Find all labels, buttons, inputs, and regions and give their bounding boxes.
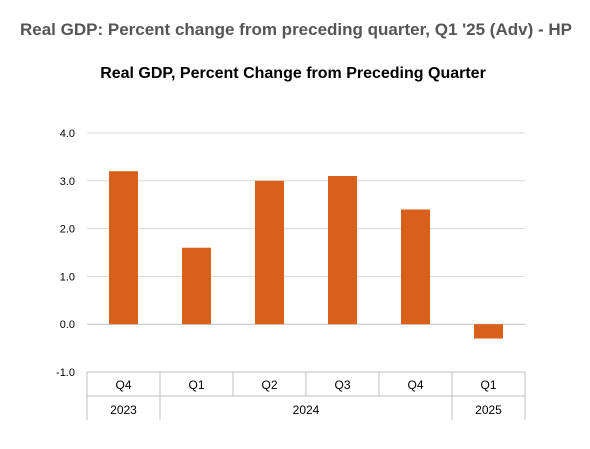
bar bbox=[182, 247, 211, 325]
chart-title: Real GDP, Percent Change from Preceding … bbox=[100, 65, 486, 82]
y-tick-label: 2.0 bbox=[60, 224, 75, 236]
x-year-label: 2023 bbox=[110, 403, 137, 417]
bar bbox=[328, 176, 357, 325]
gridlines bbox=[87, 132, 525, 373]
x-year-label: 2024 bbox=[293, 403, 320, 417]
bar bbox=[255, 180, 284, 325]
y-tick-label: -1.0 bbox=[56, 367, 75, 379]
y-tick-label: 3.0 bbox=[60, 176, 75, 188]
bar bbox=[401, 209, 430, 325]
x-category-label: Q1 bbox=[188, 378, 204, 392]
bar bbox=[109, 171, 138, 325]
x-year-label: 2025 bbox=[475, 403, 502, 417]
x-category-label: Q4 bbox=[407, 378, 423, 392]
x-category-label: Q4 bbox=[115, 378, 131, 392]
bars bbox=[109, 171, 503, 339]
y-axis-ticks: 4.0 3.0 2.0 1.0 0.0 -1.0 bbox=[56, 128, 75, 379]
x-axis: Q4 Q1 Q2 Q3 Q4 Q1 2023 2024 2025 bbox=[86, 371, 526, 420]
bar bbox=[474, 324, 503, 339]
x-category-label: Q2 bbox=[261, 378, 277, 392]
y-tick-label: 1.0 bbox=[60, 271, 75, 283]
x-category-label: Q3 bbox=[334, 378, 350, 392]
y-tick-label: 4.0 bbox=[60, 128, 75, 140]
y-tick-label: 0.0 bbox=[60, 319, 75, 331]
x-category-label: Q1 bbox=[480, 378, 496, 392]
page-title: Real GDP: Percent change from preceding … bbox=[20, 20, 572, 39]
